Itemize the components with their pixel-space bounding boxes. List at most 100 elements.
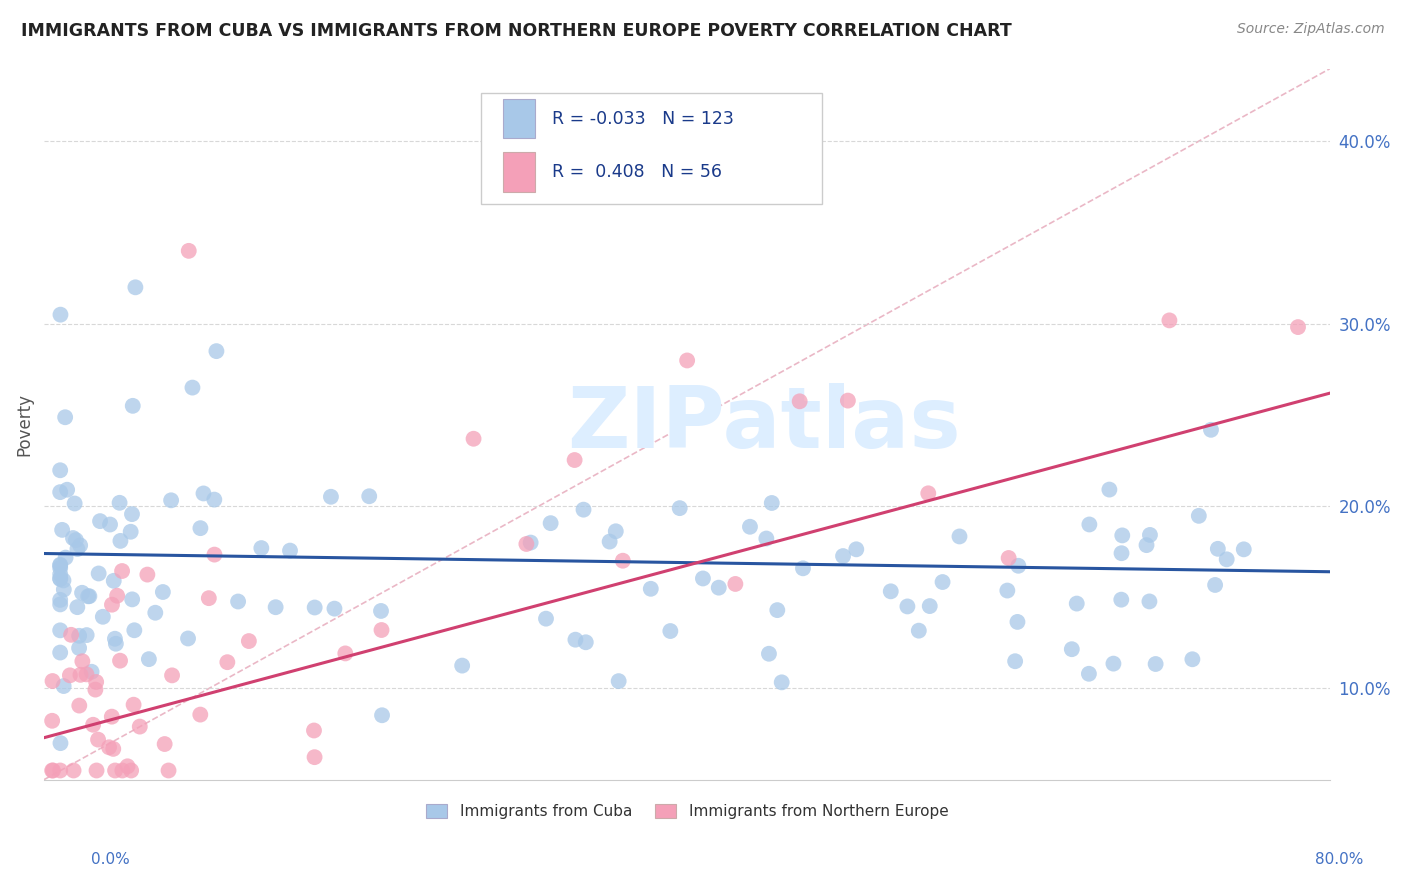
- Point: [1206, 541, 1229, 556]
- Point: [104, 764, 127, 778]
- Point: [880, 584, 903, 599]
- Point: [1102, 657, 1125, 671]
- Point: [1004, 654, 1026, 668]
- Point: [49, 736, 72, 750]
- Point: [49, 646, 72, 660]
- Point: [49, 463, 72, 477]
- Point: [111, 564, 134, 578]
- Point: [304, 600, 326, 615]
- Point: [758, 647, 780, 661]
- Point: [138, 652, 160, 666]
- Point: [49, 764, 72, 778]
- Point: [1077, 666, 1099, 681]
- Point: [82, 718, 104, 732]
- Point: [98, 517, 121, 532]
- Point: [52, 574, 75, 588]
- Point: [1159, 313, 1181, 327]
- Point: [997, 551, 1019, 566]
- Point: [917, 486, 939, 500]
- Point: [87, 566, 110, 581]
- Point: [605, 524, 627, 539]
- Point: [117, 759, 139, 773]
- Point: [832, 549, 855, 563]
- Point: [67, 698, 90, 713]
- Point: [49, 572, 72, 586]
- Point: [845, 542, 868, 557]
- Point: [87, 732, 110, 747]
- Point: [1098, 483, 1121, 497]
- Point: [1111, 546, 1133, 560]
- Point: [51, 523, 73, 537]
- Point: [101, 709, 124, 723]
- Text: 80.0%: 80.0%: [1316, 852, 1364, 867]
- Point: [89, 514, 111, 528]
- Point: [52, 582, 75, 597]
- Point: [120, 764, 142, 778]
- Point: [128, 720, 150, 734]
- Point: [1188, 508, 1211, 523]
- Point: [101, 598, 124, 612]
- Point: [53, 410, 76, 425]
- Point: [659, 624, 682, 638]
- Point: [519, 535, 541, 549]
- Point: [69, 538, 91, 552]
- Point: [692, 572, 714, 586]
- Text: R =  0.408   N = 56: R = 0.408 N = 56: [553, 163, 723, 181]
- Point: [837, 393, 859, 408]
- Point: [278, 543, 301, 558]
- Point: [1111, 592, 1133, 607]
- Point: [1204, 578, 1226, 592]
- Point: [534, 612, 557, 626]
- Point: [153, 737, 176, 751]
- Point: [931, 574, 953, 589]
- Point: [66, 600, 89, 615]
- Point: [124, 280, 146, 294]
- Point: [370, 623, 392, 637]
- Point: [205, 344, 228, 359]
- Point: [1233, 542, 1256, 557]
- Point: [304, 750, 326, 764]
- Point: [1060, 642, 1083, 657]
- Point: [60, 628, 83, 642]
- Point: [49, 485, 72, 500]
- Point: [108, 654, 131, 668]
- Point: [1135, 538, 1157, 552]
- Point: [49, 558, 72, 573]
- Point: [77, 590, 100, 604]
- Point: [108, 496, 131, 510]
- Text: IMMIGRANTS FROM CUBA VS IMMIGRANTS FROM NORTHERN EUROPE POVERTY CORRELATION CHAR: IMMIGRANTS FROM CUBA VS IMMIGRANTS FROM …: [21, 22, 1012, 40]
- Point: [948, 529, 970, 543]
- Point: [67, 629, 90, 643]
- Point: [761, 496, 783, 510]
- Point: [86, 764, 108, 778]
- Point: [49, 572, 72, 586]
- Point: [80, 665, 103, 679]
- Point: [1139, 528, 1161, 542]
- Point: [143, 606, 166, 620]
- Y-axis label: Poverty: Poverty: [15, 392, 32, 456]
- Point: [319, 490, 342, 504]
- Point: [103, 742, 125, 756]
- Point: [91, 609, 114, 624]
- Point: [152, 585, 174, 599]
- Point: [136, 567, 159, 582]
- Point: [72, 654, 94, 668]
- Point: [515, 537, 537, 551]
- Point: [52, 679, 75, 693]
- Point: [564, 632, 586, 647]
- Point: [789, 394, 811, 409]
- Point: [70, 586, 93, 600]
- Point: [66, 542, 89, 557]
- Point: [84, 675, 107, 690]
- Point: [49, 598, 72, 612]
- Point: [76, 628, 98, 642]
- Point: [572, 502, 595, 516]
- Point: [995, 583, 1018, 598]
- Point: [896, 599, 918, 614]
- Point: [105, 589, 128, 603]
- Point: [907, 624, 929, 638]
- Point: [640, 582, 662, 596]
- Point: [177, 244, 200, 258]
- Point: [766, 603, 789, 617]
- Point: [157, 764, 180, 778]
